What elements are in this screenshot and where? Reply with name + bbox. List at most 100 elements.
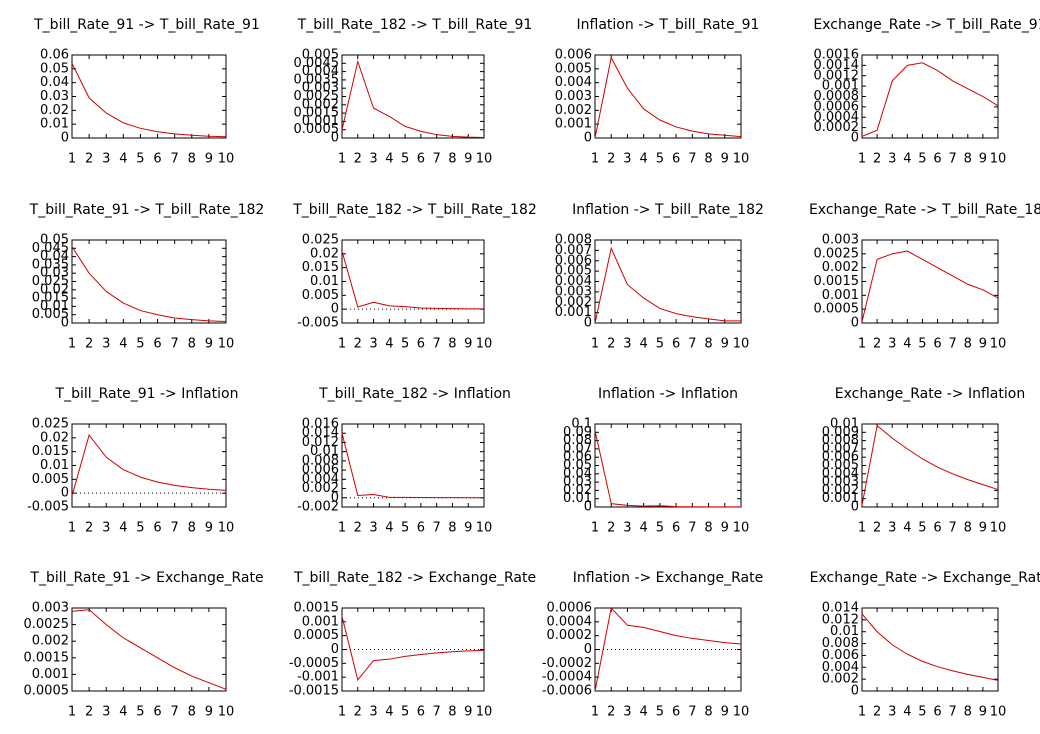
y-tick-label: 0.002 xyxy=(555,295,592,310)
chart: -0.0006-0.0004-0.000200.00020.00040.0006… xyxy=(542,601,749,720)
response-line xyxy=(594,56,742,139)
x-tick-label: 5 xyxy=(656,152,664,167)
x-tick-label: 8 xyxy=(704,337,712,352)
x-tick-label: 2 xyxy=(873,521,881,536)
x-tick-label: 9 xyxy=(205,705,213,720)
chart: 00.0010.0020.0030.0040.0050.0060.0070.00… xyxy=(822,417,1006,536)
x-tick-label: 3 xyxy=(623,152,631,167)
x-tick-label: 6 xyxy=(153,152,161,167)
x-tick-label: 1 xyxy=(68,152,76,167)
x-tick-label: 2 xyxy=(607,705,615,720)
y-tick-label: 0.0014 xyxy=(814,58,860,73)
y-tick-label: 0.004 xyxy=(302,64,339,79)
x-tick-label: 1 xyxy=(591,337,599,352)
x-tick-label: 10 xyxy=(733,705,750,720)
y-tick-label: 0.001 xyxy=(302,114,339,129)
x-tick-label: 7 xyxy=(433,521,441,536)
y-tick-label: 0.0015 xyxy=(294,106,340,121)
x-tick-label: 7 xyxy=(171,152,179,167)
y-tick-label: 0.03 xyxy=(40,89,69,104)
x-tick-label: 9 xyxy=(979,152,987,167)
x-tick-label: 3 xyxy=(369,705,377,720)
y-tick-label: 0.025 xyxy=(302,233,339,248)
x-tick-label: 10 xyxy=(476,705,493,720)
x-tick-label: 4 xyxy=(119,152,127,167)
y-tick-label: -0.0015 xyxy=(289,684,339,699)
x-tick-label: 4 xyxy=(385,705,393,720)
y-tick-label: 0.025 xyxy=(32,274,69,289)
x-tick-label: 9 xyxy=(205,521,213,536)
x-tick-label: 6 xyxy=(933,705,941,720)
chart-title: Exchange_Rate -> T_bill_Rate_91 xyxy=(813,17,1040,33)
y-tick-label: 0.002 xyxy=(302,481,339,496)
response-line xyxy=(71,609,227,690)
x-tick-label: 3 xyxy=(102,521,110,536)
x-tick-label: 4 xyxy=(385,337,393,352)
y-tick-label: 0.04 xyxy=(563,466,592,481)
plot-frame xyxy=(341,54,485,139)
x-tick-label: 3 xyxy=(888,705,896,720)
y-tick-label: 0.003 xyxy=(555,284,592,299)
x-tick-label: 1 xyxy=(338,152,346,167)
y-tick-label: -0.001 xyxy=(297,670,339,685)
x-tick-label: 4 xyxy=(119,521,127,536)
x-tick-label: 5 xyxy=(401,521,409,536)
x-tick-label: 10 xyxy=(733,337,750,352)
x-tick-label: 5 xyxy=(656,337,664,352)
y-tick-label: 0.0005 xyxy=(814,302,860,317)
y-tick-label: 0.003 xyxy=(32,601,69,616)
y-tick-label: 0.002 xyxy=(822,260,859,275)
x-tick-label: 4 xyxy=(903,337,911,352)
chart-title: Inflation -> T_bill_Rate_91 xyxy=(577,17,760,33)
y-tick-label: 0.006 xyxy=(555,253,592,268)
x-tick-label: 6 xyxy=(672,705,680,720)
x-tick-label: 9 xyxy=(464,337,472,352)
x-tick-label: 5 xyxy=(656,521,664,536)
x-tick-label: 7 xyxy=(949,337,957,352)
y-tick-label: 0 xyxy=(61,131,69,146)
x-tick-label: 10 xyxy=(990,521,1007,536)
x-tick-label: 8 xyxy=(188,152,196,167)
x-tick-label: 10 xyxy=(733,152,750,167)
x-tick-label: 5 xyxy=(918,521,926,536)
x-tick-label: 4 xyxy=(385,521,393,536)
y-tick-label: 0.007 xyxy=(822,441,859,456)
plot-frame xyxy=(71,239,227,324)
y-tick-label: 0.008 xyxy=(555,233,592,248)
x-tick-label: 7 xyxy=(433,152,441,167)
x-tick-label: 6 xyxy=(153,705,161,720)
x-tick-label: 9 xyxy=(205,152,213,167)
x-tick-label: 7 xyxy=(949,152,957,167)
y-tick-label: 0.03 xyxy=(563,475,592,490)
x-tick-label: 3 xyxy=(102,705,110,720)
y-tick-label: 0 xyxy=(61,486,69,501)
x-tick-label: 3 xyxy=(623,521,631,536)
response-line xyxy=(341,250,484,310)
x-tick-label: 9 xyxy=(721,152,729,167)
x-tick-label: 3 xyxy=(888,152,896,167)
chart-title: T_bill_Rate_91 -> T_bill_Rate_182 xyxy=(29,202,265,218)
x-tick-label: 7 xyxy=(688,152,696,167)
y-tick-label: 0.001 xyxy=(555,305,592,320)
chart-title: T_bill_Rate_91 -> Exchange_Rate xyxy=(29,570,263,586)
y-tick-label: 0.03 xyxy=(40,266,69,281)
x-tick-label: 5 xyxy=(401,152,409,167)
y-tick-label: 0.045 xyxy=(32,241,69,256)
chart-title: T_bill_Rate_182 -> Inflation xyxy=(318,386,511,402)
x-tick-label: 8 xyxy=(964,521,972,536)
x-tick-label: 6 xyxy=(153,521,161,536)
x-tick-label: 6 xyxy=(417,337,425,352)
x-tick-label: 5 xyxy=(136,521,144,536)
y-tick-label: 0.0016 xyxy=(814,48,860,63)
y-tick-label: 0.0002 xyxy=(547,628,593,643)
y-tick-label: 0.01 xyxy=(830,624,859,639)
x-tick-label: 10 xyxy=(218,152,235,167)
x-tick-label: 7 xyxy=(171,337,179,352)
x-tick-label: 7 xyxy=(171,521,179,536)
x-tick-label: 2 xyxy=(85,152,93,167)
y-tick-label: 0.012 xyxy=(302,435,339,450)
y-tick-label: 0.002 xyxy=(822,483,859,498)
